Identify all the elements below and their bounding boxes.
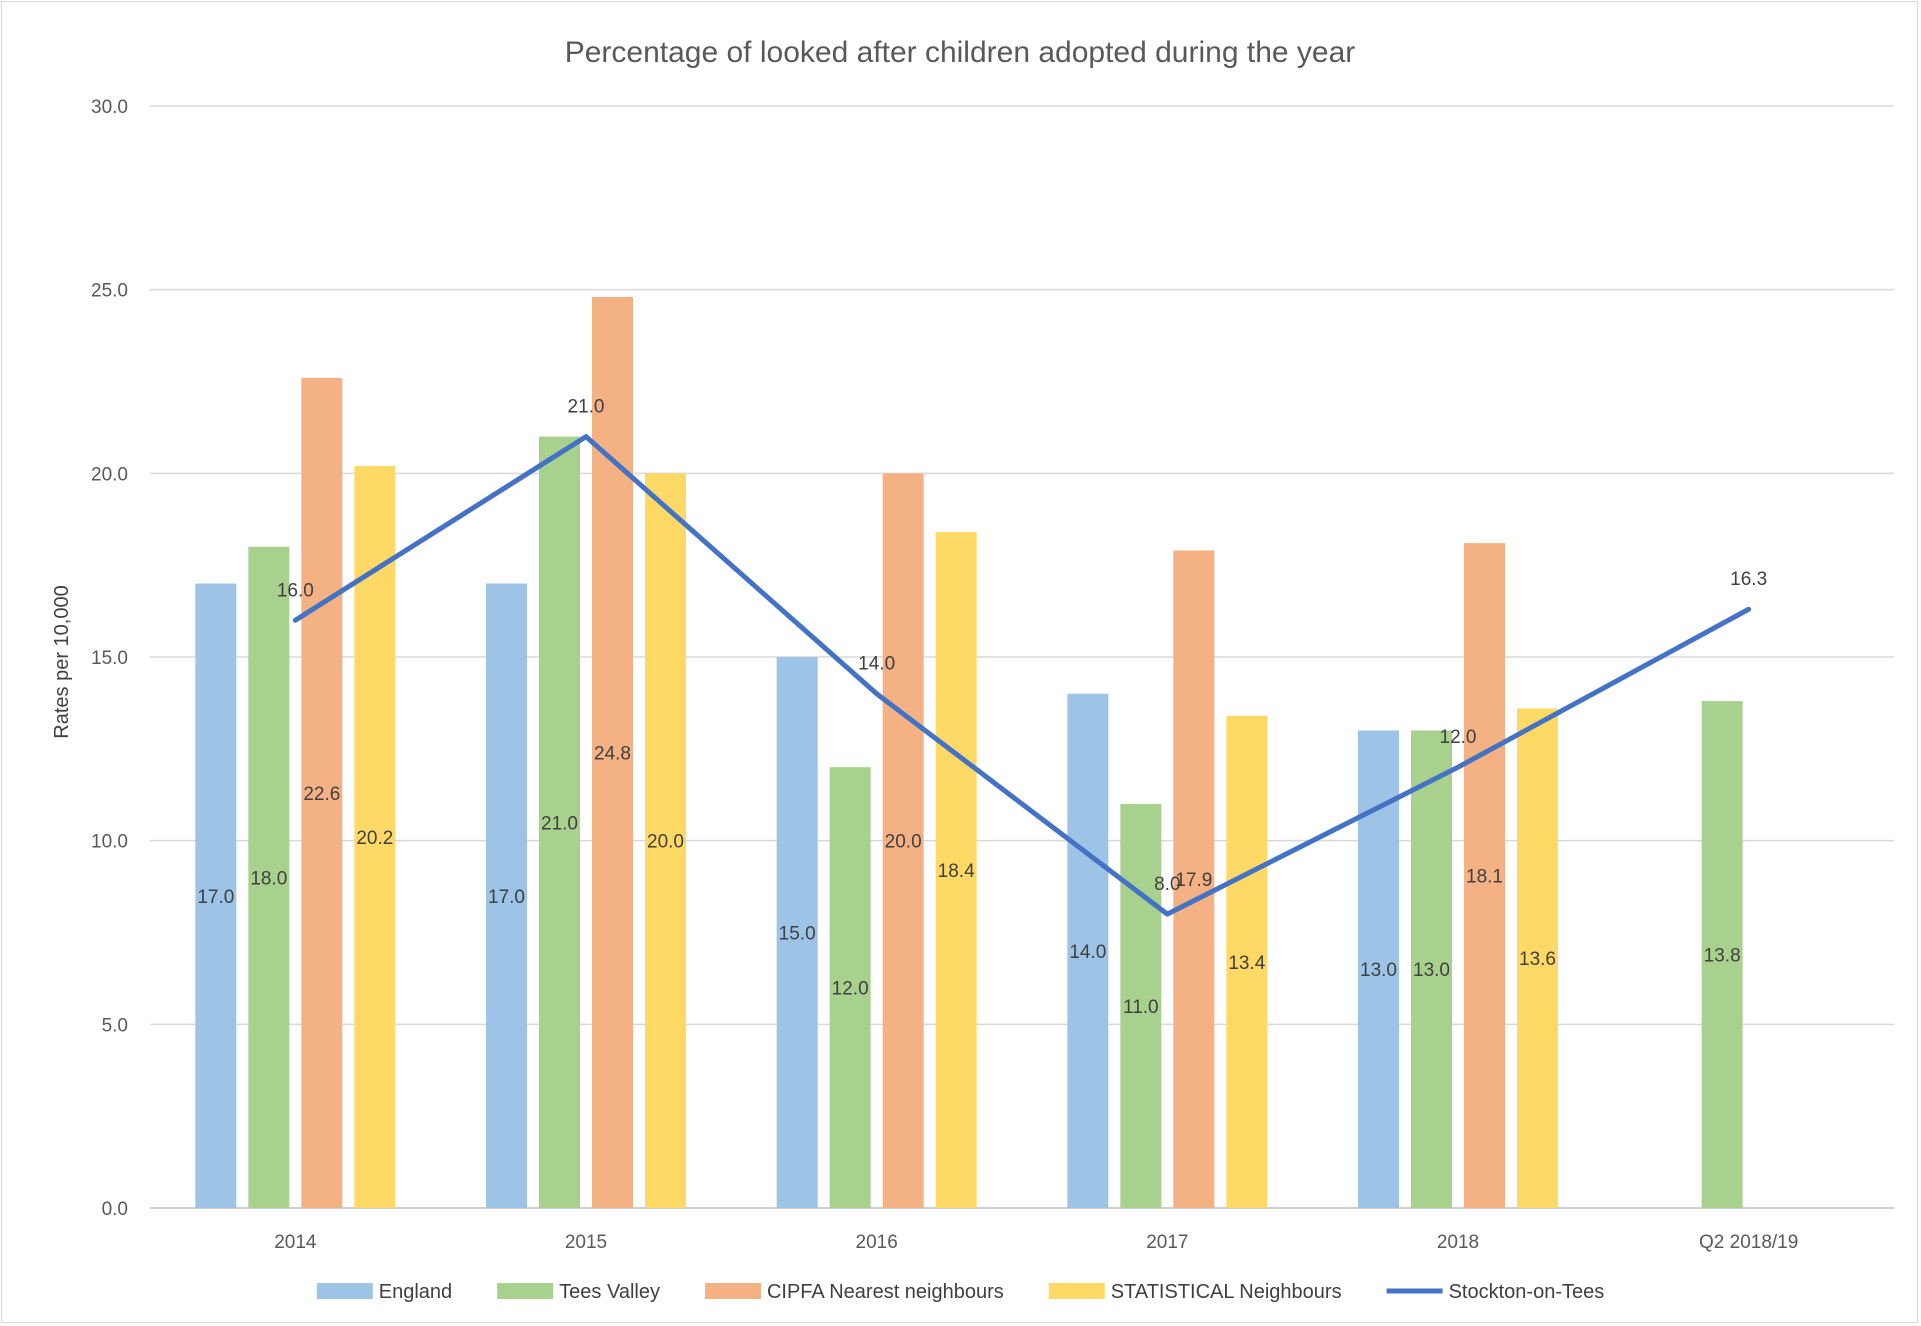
bar-tees-valley: [829, 767, 871, 1208]
legend-label: STATISTICAL Neighbours: [1111, 1281, 1342, 1303]
bar-value-label: 15.0: [779, 924, 816, 945]
bar-tees-valley: [1701, 701, 1743, 1208]
bar-england: [486, 583, 527, 1208]
bar-value-label: 13.0: [1360, 960, 1397, 981]
bar-england: [776, 657, 818, 1208]
legend-swatch: [704, 1283, 761, 1299]
bar-england: [195, 583, 237, 1208]
y-axis-title: Rates per 10,000: [51, 585, 73, 738]
bar-cipfa-nearest-neighbours: [301, 377, 343, 1208]
bar-tees-valley: [248, 546, 290, 1208]
bar-value-label: 18.0: [250, 868, 287, 889]
bar-value-label: 17.9: [1175, 870, 1212, 891]
bar-cipfa-nearest-neighbours: [1173, 550, 1215, 1208]
x-tick-label: 2015: [565, 1232, 607, 1253]
bar-value-label: 13.8: [1704, 946, 1741, 967]
bar-value-label: 18.1: [1466, 867, 1503, 888]
bar-value-label: 20.2: [356, 828, 393, 849]
chart-title: Percentage of looked after children adop…: [565, 36, 1356, 69]
y-tick-label: 25.0: [91, 281, 128, 302]
bar-cipfa-nearest-neighbours: [882, 473, 924, 1208]
y-tick-label: 10.0: [91, 832, 128, 853]
x-axis: 2014 2015 2016 2017 2018 Q2 2018/19: [274, 1232, 1798, 1253]
bar-value-label: 18.4: [938, 861, 975, 882]
legend-label: CIPFA Nearest neighbours: [767, 1281, 1004, 1303]
gridlines: [150, 105, 1894, 1209]
line-value-label: 14.0: [858, 654, 895, 675]
bar-value-label: 17.0: [488, 887, 525, 908]
line-value-label: 16.0: [277, 580, 314, 601]
line-value-label: 12.0: [1440, 727, 1477, 748]
bar-value-label: 13.4: [1228, 953, 1265, 974]
y-tick-label: 30.0: [91, 97, 128, 118]
legend-item-statistical-neighbours: STATISTICAL Neighbours: [1048, 1281, 1342, 1303]
bars: [195, 297, 1743, 1209]
bar-statistical-neighbours: [935, 532, 977, 1208]
legend: England Tees Valley CIPFA Nearest neighbou…: [316, 1281, 1605, 1303]
bar-value-label: 24.8: [594, 744, 631, 765]
bar-statistical-neighbours: [1226, 715, 1268, 1208]
bar-tees-valley: [1120, 803, 1162, 1208]
x-tick-label: Q2 2018/19: [1699, 1232, 1798, 1253]
bar-value-label: 12.0: [832, 979, 869, 1000]
x-tick-label: 2018: [1437, 1232, 1479, 1253]
legend-label: Tees Valley: [559, 1281, 660, 1303]
legend-swatch: [1048, 1283, 1105, 1299]
y-tick-label: 5.0: [102, 1015, 128, 1036]
legend-item-cipfa-nearest-neighbours: CIPFA Nearest neighbours: [704, 1281, 1004, 1303]
x-tick-label: 2017: [1146, 1232, 1188, 1253]
bar-value-label: 22.6: [303, 784, 340, 805]
line-value-label: 8.0: [1154, 874, 1180, 895]
y-tick-label: 20.0: [91, 464, 128, 485]
legend-item-stockton-on-tees: Stockton-on-Tees: [1386, 1281, 1605, 1303]
legend-swatch: [497, 1283, 554, 1299]
bar-value-label: 13.6: [1519, 949, 1556, 970]
bar-statistical-neighbours: [354, 465, 396, 1208]
bar-cipfa-nearest-neighbours: [1464, 543, 1505, 1208]
bar-statistical-neighbours: [645, 473, 686, 1208]
bar-tees-valley: [539, 436, 580, 1209]
line-stockton-on-tees: [292, 434, 1752, 917]
legend-item-tees-valley: Tees Valley: [497, 1281, 660, 1303]
bar-statistical-neighbours: [1517, 708, 1558, 1208]
legend-label: Stockton-on-Tees: [1449, 1281, 1605, 1303]
bar-value-label: 21.0: [541, 813, 578, 834]
legend-swatch: [316, 1283, 373, 1299]
y-tick-label: 0.0: [102, 1199, 128, 1220]
data-labels: 17.0 17.0 15.0 14.0 13.0 18.0 21.0 12.0 11.0 13.0…: [197, 397, 1767, 1018]
y-tick-label: 15.0: [91, 648, 128, 669]
x-tick-label: 2014: [274, 1232, 317, 1253]
legend-item-england: England: [316, 1281, 452, 1303]
bar-value-label: 17.0: [197, 887, 234, 908]
line-series: [292, 434, 1752, 917]
bar-value-label: 14.0: [1069, 942, 1106, 963]
bar-value-label: 20.0: [647, 832, 684, 853]
line-value-label: 21.0: [568, 397, 605, 418]
line-value-label: 16.3: [1730, 569, 1767, 590]
x-tick-label: 2016: [856, 1232, 898, 1253]
y-axis: 0.0 5.0 10.0 15.0 20.0 25.0 30.0: [91, 97, 128, 1220]
bar-value-label: 20.0: [885, 832, 922, 853]
bar-tees-valley: [1411, 730, 1452, 1208]
legend-label: England: [379, 1281, 452, 1303]
bar-england: [1067, 693, 1109, 1208]
bar-value-label: 13.0: [1413, 960, 1450, 981]
bar-value-label: 11.0: [1123, 997, 1159, 1018]
